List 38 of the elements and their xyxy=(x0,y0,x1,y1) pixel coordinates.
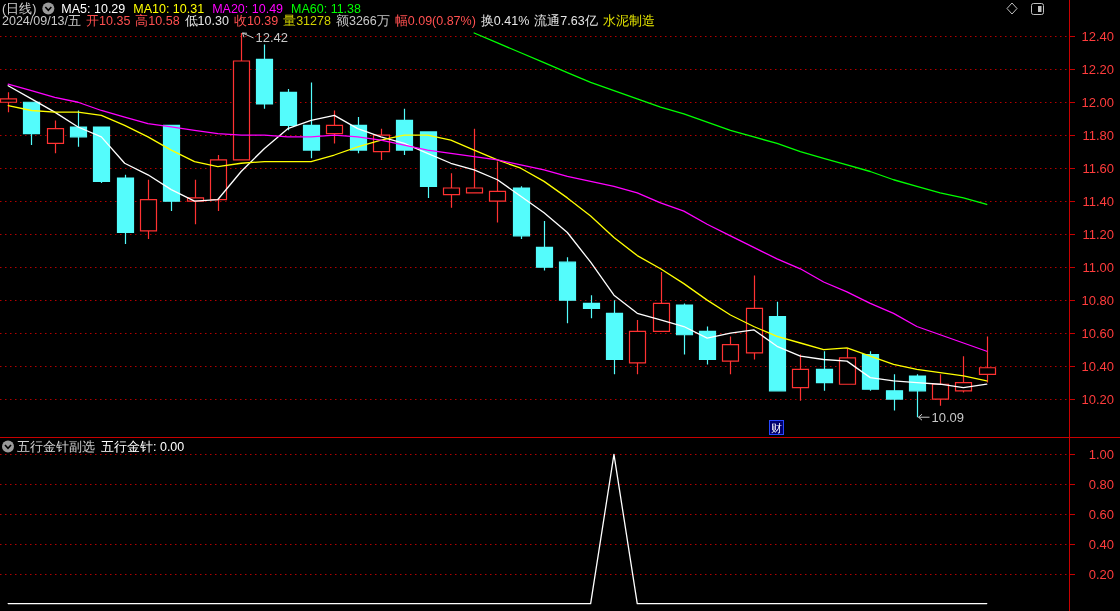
title: 五行金针副选 xyxy=(17,440,95,454)
legend-item: MA60: 11.38 xyxy=(291,2,361,16)
y-tick-label: 11.20 xyxy=(1082,227,1114,242)
y-tick-label: 10.60 xyxy=(1081,326,1114,341)
y-tick-label: 0.20 xyxy=(1088,567,1114,582)
legend-item: MA20: 10.49 xyxy=(212,2,284,16)
y-tick-label: 10.40 xyxy=(1081,359,1114,374)
y-tick-label: 11.40 xyxy=(1082,194,1114,209)
annotation: 额3266万 xyxy=(335,14,390,28)
title: (日线) xyxy=(2,2,37,16)
y-tick-label: 1.00 xyxy=(1088,447,1114,462)
y-tick-label: 10.80 xyxy=(1081,293,1114,308)
annotation: 开10.35 xyxy=(86,14,131,28)
annotation: 水泥制造 xyxy=(602,14,655,28)
annotation: 流通7.63亿 xyxy=(534,14,598,28)
legend-item: MA5: 10.29 xyxy=(61,2,126,16)
annotation: 财 xyxy=(771,422,782,434)
annotation: 换0.41% xyxy=(480,14,530,28)
annotation: 10.09 xyxy=(931,409,965,425)
y-tick-label: 10.20 xyxy=(1081,392,1114,407)
y-tick-label: 12.40 xyxy=(1081,29,1114,44)
y-tick-label: 0.80 xyxy=(1088,477,1114,492)
annotation: 高10.58 xyxy=(135,14,180,28)
y-tick-label: 11.60 xyxy=(1082,161,1114,176)
y-tick-label: 0.60 xyxy=(1088,507,1114,522)
annotation: 量31278 xyxy=(283,14,331,28)
y-tick-label: 12.00 xyxy=(1081,95,1114,110)
y-tick-label: 11.00 xyxy=(1082,260,1114,275)
legend-item: MA10: 10.31 xyxy=(133,2,205,16)
annotation: 收10.39 xyxy=(233,14,279,28)
annotation: 幅0.09(0.87%) xyxy=(394,14,476,28)
annotation: 低10.30 xyxy=(184,14,229,28)
annotation: 2024/09/13/五 xyxy=(2,14,82,28)
y-tick-label: 0.40 xyxy=(1088,537,1114,552)
y-tick-label: 11.80 xyxy=(1082,128,1114,143)
legend-item: 五行金针: 0.00 xyxy=(101,440,185,454)
annotation: 12.42 xyxy=(255,30,289,46)
y-tick-label: 12.20 xyxy=(1081,62,1114,77)
